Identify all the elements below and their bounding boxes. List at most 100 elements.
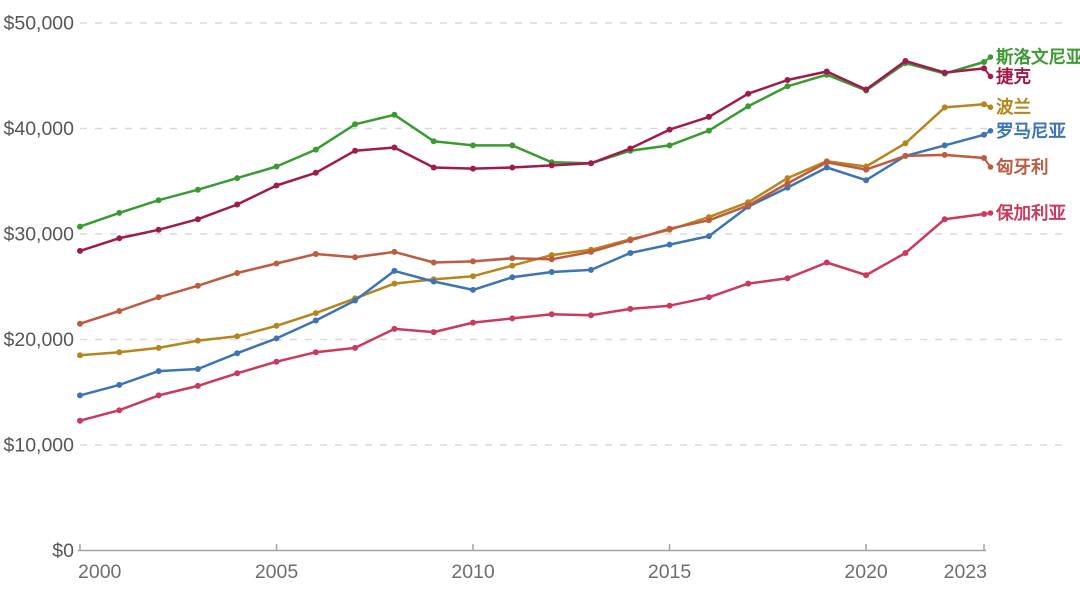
series-point-poland-2000[interactable] bbox=[77, 352, 83, 359]
series-point-czechia-2021[interactable] bbox=[902, 58, 909, 64]
series-point-bulgaria-2000[interactable] bbox=[77, 417, 83, 424]
series-point-romania-2015[interactable] bbox=[666, 241, 673, 248]
series-point-czechia-2020[interactable] bbox=[863, 86, 870, 93]
series-point-czechia-2016[interactable] bbox=[705, 113, 712, 120]
series-point-poland-2012[interactable] bbox=[548, 252, 555, 259]
series-point-bulgaria-2018[interactable] bbox=[784, 275, 791, 282]
series-point-slovenia-2003[interactable] bbox=[194, 186, 201, 193]
series-point-czechia-2019[interactable] bbox=[823, 68, 830, 75]
series-point-bulgaria-2022[interactable] bbox=[941, 216, 948, 223]
series-point-czechia-2001[interactable] bbox=[116, 235, 123, 242]
series-point-romania-2014[interactable] bbox=[627, 250, 634, 256]
series-point-romania-2000[interactable] bbox=[77, 392, 83, 399]
series-point-slovenia-2011[interactable] bbox=[509, 142, 516, 149]
series-point-bulgaria-2010[interactable] bbox=[470, 319, 476, 326]
series-point-bulgaria-2002[interactable] bbox=[155, 392, 162, 399]
series-point-hungary-2003[interactable] bbox=[194, 282, 201, 289]
series-point-slovenia-2010[interactable] bbox=[470, 142, 476, 149]
series-point-czechia-2009[interactable] bbox=[430, 164, 437, 171]
series-point-hungary-2019[interactable] bbox=[823, 159, 830, 166]
series-point-bulgaria-2011[interactable] bbox=[509, 315, 516, 322]
series-point-bulgaria-2019[interactable] bbox=[823, 259, 830, 266]
series-point-slovenia-2008[interactable] bbox=[391, 111, 398, 118]
series-point-czechia-2003[interactable] bbox=[194, 216, 201, 223]
series-point-bulgaria-2007[interactable] bbox=[352, 344, 359, 351]
series-point-romania-2006[interactable] bbox=[312, 317, 319, 324]
series-point-romania-2005[interactable] bbox=[273, 335, 280, 342]
series-point-bulgaria-2014[interactable] bbox=[627, 305, 634, 312]
series-point-hungary-2010[interactable] bbox=[470, 258, 476, 265]
series-point-czechia-2004[interactable] bbox=[234, 201, 241, 208]
series-point-bulgaria-2017[interactable] bbox=[745, 280, 752, 287]
series-point-poland-2008[interactable] bbox=[391, 280, 398, 287]
series-point-poland-2001[interactable] bbox=[116, 349, 123, 356]
series-point-bulgaria-2003[interactable] bbox=[194, 382, 201, 389]
series-point-czechia-2005[interactable] bbox=[273, 182, 280, 189]
series-point-poland-2005[interactable] bbox=[273, 322, 280, 329]
series-line-bulgaria[interactable] bbox=[78, 212, 986, 422]
series-point-slovenia-2001[interactable] bbox=[116, 209, 123, 216]
series-point-slovenia-2018[interactable] bbox=[784, 83, 791, 90]
series-point-bulgaria-2016[interactable] bbox=[705, 294, 712, 301]
series-point-romania-2020[interactable] bbox=[863, 177, 870, 184]
series-point-hungary-2000[interactable] bbox=[77, 320, 83, 327]
series-point-czechia-2013[interactable] bbox=[588, 160, 594, 167]
series-point-hungary-2013[interactable] bbox=[588, 248, 594, 255]
series-point-romania-2016[interactable] bbox=[705, 233, 712, 240]
series-line-czechia[interactable] bbox=[78, 59, 986, 253]
series-label-hungary[interactable]: 匈牙利 bbox=[996, 157, 1049, 177]
series-point-hungary-2022[interactable] bbox=[941, 151, 948, 158]
series-point-hungary-2011[interactable] bbox=[509, 255, 516, 262]
series-point-czechia-2018[interactable] bbox=[784, 77, 791, 83]
series-point-slovenia-2006[interactable] bbox=[312, 146, 319, 153]
series-point-bulgaria-2013[interactable] bbox=[588, 312, 594, 319]
series-point-slovenia-2005[interactable] bbox=[273, 163, 280, 170]
series-point-hungary-2001[interactable] bbox=[116, 308, 123, 314]
series-point-romania-2004[interactable] bbox=[234, 350, 241, 357]
series-point-hungary-2015[interactable] bbox=[666, 225, 673, 232]
series-point-romania-2002[interactable] bbox=[155, 368, 162, 375]
series-point-poland-2006[interactable] bbox=[312, 310, 319, 317]
series-point-bulgaria-2008[interactable] bbox=[391, 325, 398, 332]
series-point-hungary-2017[interactable] bbox=[745, 202, 752, 209]
series-point-poland-2004[interactable] bbox=[234, 333, 241, 340]
series-point-romania-2013[interactable] bbox=[588, 266, 594, 273]
series-point-czechia-2000[interactable] bbox=[77, 247, 83, 254]
series-point-bulgaria-2001[interactable] bbox=[116, 407, 123, 414]
series-point-hungary-2008[interactable] bbox=[391, 248, 398, 255]
series-point-slovenia-2007[interactable] bbox=[352, 121, 359, 128]
series-point-bulgaria-2020[interactable] bbox=[863, 272, 870, 279]
series-point-hungary-2005[interactable] bbox=[273, 260, 280, 267]
series-label-bulgaria[interactable]: 保加利亚 bbox=[995, 203, 1066, 223]
series-point-romania-2010[interactable] bbox=[470, 286, 476, 293]
series-point-hungary-2004[interactable] bbox=[234, 270, 241, 276]
series-point-romania-2008[interactable] bbox=[391, 267, 398, 274]
series-point-hungary-2020[interactable] bbox=[863, 166, 870, 173]
series-point-hungary-2018[interactable] bbox=[784, 180, 791, 187]
series-point-poland-2018[interactable] bbox=[784, 175, 791, 182]
series-point-czechia-2022[interactable] bbox=[941, 69, 948, 76]
series-point-bulgaria-2012[interactable] bbox=[548, 311, 555, 318]
series-point-bulgaria-2006[interactable] bbox=[312, 349, 319, 356]
series-point-hungary-2006[interactable] bbox=[312, 251, 319, 257]
series-point-poland-2021[interactable] bbox=[902, 140, 909, 147]
series-line-slovenia[interactable] bbox=[78, 60, 986, 228]
series-point-czechia-2015[interactable] bbox=[666, 126, 673, 133]
series-label-romania[interactable]: 罗马尼亚 bbox=[996, 121, 1066, 141]
series-point-bulgaria-2005[interactable] bbox=[273, 358, 280, 365]
series-point-czechia-2006[interactable] bbox=[312, 169, 319, 176]
series-point-czechia-2012[interactable] bbox=[548, 162, 555, 169]
series-point-slovenia-2009[interactable] bbox=[430, 138, 437, 145]
series-line-romania[interactable] bbox=[78, 133, 986, 397]
series-point-romania-2003[interactable] bbox=[194, 366, 201, 372]
series-point-hungary-2002[interactable] bbox=[155, 294, 162, 301]
series-point-czechia-2017[interactable] bbox=[745, 90, 752, 97]
series-point-romania-2018[interactable] bbox=[784, 184, 791, 191]
series-point-czechia-2011[interactable] bbox=[509, 164, 516, 171]
series-point-czechia-2008[interactable] bbox=[391, 144, 398, 151]
series-point-bulgaria-2021[interactable] bbox=[902, 250, 909, 256]
series-point-slovenia-2015[interactable] bbox=[666, 142, 673, 149]
series-label-czechia[interactable]: 捷克 bbox=[996, 66, 1031, 86]
series-point-slovenia-2002[interactable] bbox=[155, 197, 162, 204]
series-point-slovenia-2017[interactable] bbox=[745, 103, 752, 110]
